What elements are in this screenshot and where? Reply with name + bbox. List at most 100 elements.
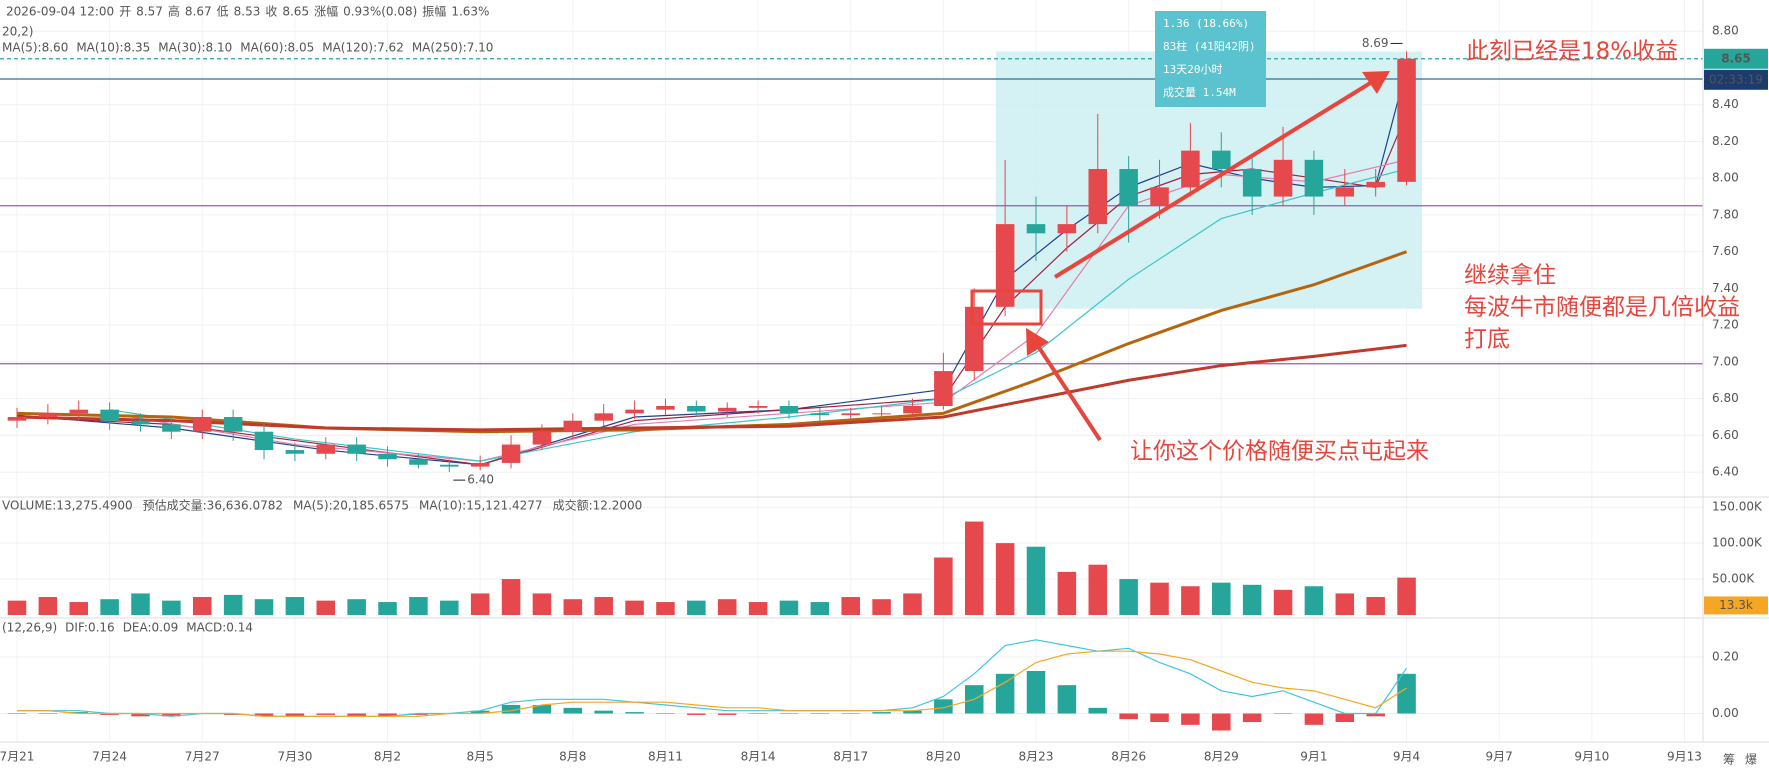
macd-legend: MACD:0.14 — [186, 621, 253, 635]
volume-bar — [810, 602, 830, 615]
volume-legend: 预估成交量:36,636.0782 — [143, 498, 283, 513]
legend-layer: 2026-09-04 12:00 开 8.57 高 8.67 低 8.53 收 8.65 涨幅 0.… — [2, 4, 642, 635]
macd-tick-label: 0.00 — [1712, 706, 1739, 720]
candle-body — [1150, 187, 1169, 206]
macd-bar — [1397, 673, 1416, 714]
volume-bar — [717, 599, 737, 615]
macd-bar — [1304, 713, 1324, 725]
candle-body — [532, 431, 552, 445]
candle-body — [748, 405, 768, 408]
candle-body — [100, 409, 119, 421]
header-item: 1.63% — [451, 5, 489, 19]
candle-body — [254, 431, 274, 451]
volume-bar — [100, 599, 119, 615]
macd-bar — [1181, 713, 1200, 725]
annotation: 继续拿住 — [1464, 262, 1556, 289]
toolbar-icon[interactable]: 筹 — [1723, 753, 1735, 767]
volume-bar — [440, 600, 459, 615]
macd-bar — [563, 707, 583, 714]
volume-bar — [779, 600, 799, 615]
high-mark: 8.69 — [1362, 36, 1389, 50]
x-tick-label: 8月11 — [648, 750, 683, 764]
x-tick-label: 8月26 — [1111, 750, 1146, 764]
indicator-params: 20,2) — [2, 25, 33, 39]
macd-bar — [409, 713, 428, 715]
candle-body — [903, 405, 922, 414]
macd-bar — [625, 712, 644, 714]
macd-bar — [1242, 713, 1262, 722]
volume-bar — [532, 593, 552, 615]
volume-bar — [1212, 582, 1231, 615]
candle-body — [1026, 224, 1046, 234]
x-tick-label: 8月5 — [467, 750, 494, 764]
macd-bar — [810, 713, 830, 714]
volume-legend: MA(10):15,121.4277 — [419, 499, 543, 513]
volume-bar — [563, 599, 583, 615]
candle-body — [347, 444, 366, 454]
arrow-head — [1362, 71, 1390, 94]
macd-bar — [779, 713, 799, 714]
header-item: 低 — [217, 5, 229, 19]
macd-bar — [995, 673, 1015, 714]
macd-bar — [162, 713, 181, 717]
macd-legend: DIF:0.16 — [65, 621, 115, 635]
macd-bar — [717, 713, 737, 715]
legend-item: MA(250):7.10 — [412, 41, 494, 55]
volume-bar — [995, 543, 1015, 615]
candle-body — [656, 405, 675, 410]
candle-body — [316, 444, 336, 454]
volume-bar — [223, 594, 243, 615]
candle-body — [470, 462, 490, 467]
y-tick-label: 8.00 — [1712, 171, 1739, 185]
volume-tick-label: 150.00K — [1712, 500, 1763, 514]
macd-bar — [1273, 713, 1293, 714]
header-item: 振幅 — [422, 4, 446, 19]
legend-item: MA(10):8.35 — [76, 41, 150, 55]
macd-bar — [656, 713, 675, 714]
macd-bar — [872, 712, 891, 714]
candle-body — [964, 306, 984, 372]
candle-body — [1212, 150, 1231, 170]
volume-bar — [934, 557, 953, 615]
volume-bar — [1057, 571, 1077, 615]
x-tick-label: 9月13 — [1667, 750, 1702, 764]
legend-item: MA(120):7.62 — [322, 41, 404, 55]
countdown-label: 02:33:19 — [1709, 72, 1763, 86]
y-tick-label: 8.20 — [1712, 134, 1739, 148]
toolbar-icon[interactable]: 爆 — [1745, 753, 1757, 767]
volume-bar — [903, 593, 922, 615]
volume-badge-label: 13.3k — [1719, 598, 1753, 612]
x-tick-label: 7月21 — [0, 750, 34, 764]
macd-bar — [1150, 713, 1169, 722]
header-item: 高 — [168, 4, 180, 19]
macd-bar — [223, 713, 243, 715]
candle-body — [409, 459, 428, 465]
candle-body — [38, 413, 58, 418]
x-tick-label: 8月17 — [833, 750, 868, 764]
x-tick-label: 8月29 — [1204, 750, 1239, 764]
volume-bar — [625, 600, 644, 615]
volume-bar — [131, 593, 150, 615]
macd-bar — [378, 713, 397, 717]
macd-bar — [1119, 713, 1138, 720]
y-tick-label: 7.80 — [1712, 207, 1739, 221]
annotation: 此刻已经是18%收益 — [1466, 39, 1678, 65]
macd-bar — [501, 705, 521, 714]
candle-body — [501, 444, 521, 463]
macd-bar — [903, 710, 922, 714]
volume-bar — [69, 602, 89, 615]
volume-bar — [841, 597, 860, 615]
candle-body — [810, 413, 830, 416]
volume-legend: 成交额:12.2000 — [553, 498, 643, 513]
macd-bar — [1366, 713, 1385, 717]
volume-bar — [1304, 586, 1324, 615]
candle-body — [841, 413, 860, 416]
candle-body — [872, 413, 891, 415]
macd-bar — [347, 713, 366, 717]
volume-bar — [687, 600, 706, 615]
volume-bar — [1088, 564, 1108, 615]
candle-body — [69, 409, 89, 414]
macd-bar — [7, 713, 27, 714]
candle-body — [934, 371, 953, 406]
